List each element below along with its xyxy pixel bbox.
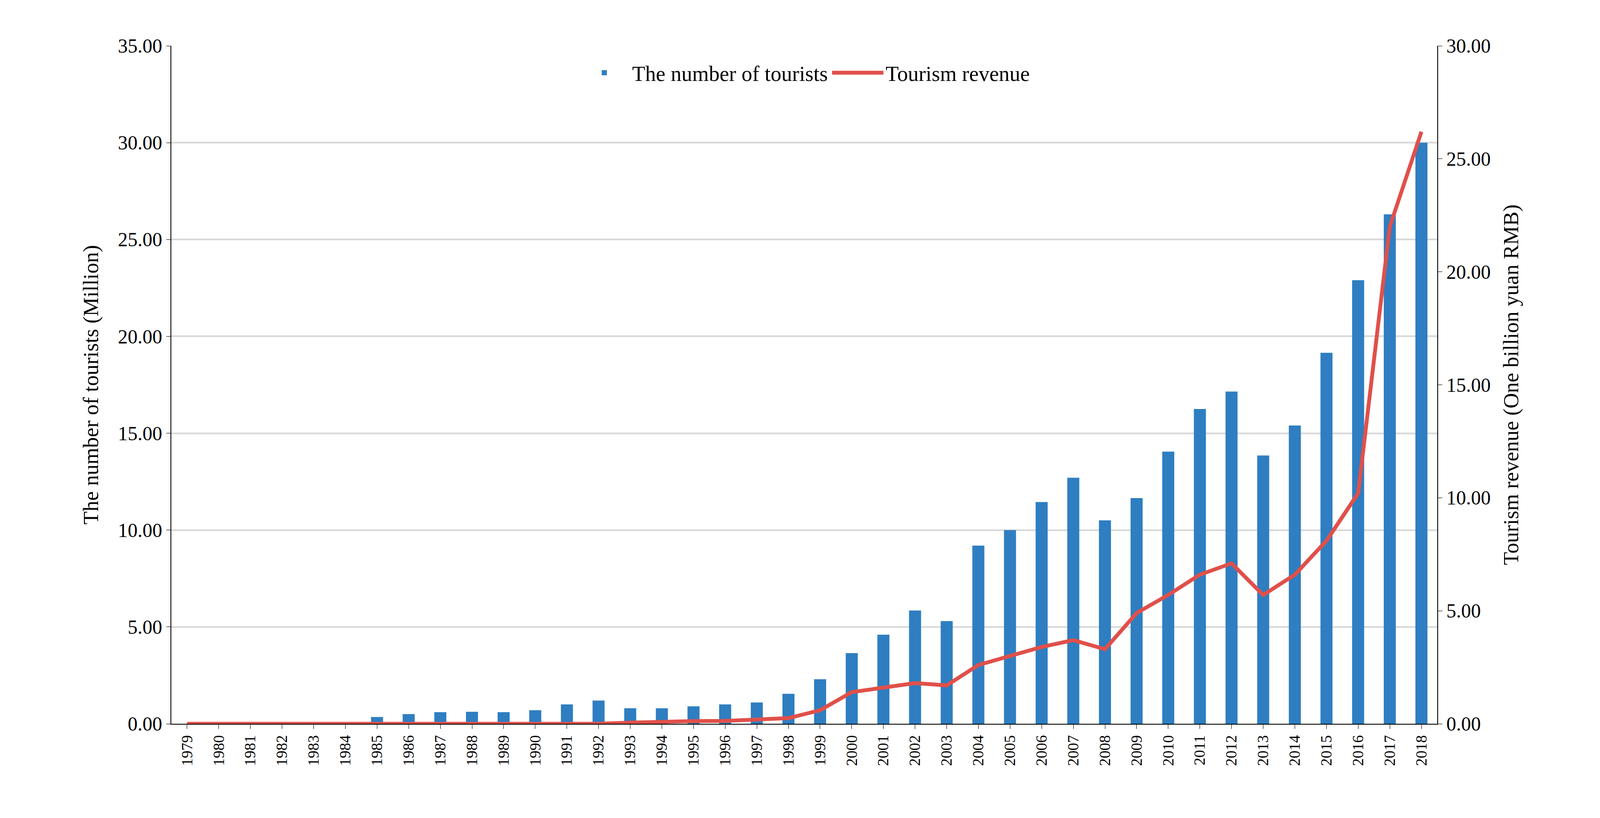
svg-text:0.00: 0.00 bbox=[1446, 713, 1481, 735]
svg-text:5.00: 5.00 bbox=[127, 616, 163, 639]
svg-text:The number of tourists: The number of tourists bbox=[632, 61, 828, 86]
svg-text:1981: 1981 bbox=[241, 734, 259, 766]
svg-text:1999: 1999 bbox=[811, 734, 829, 766]
svg-text:2003: 2003 bbox=[937, 734, 956, 766]
svg-text:2015: 2015 bbox=[1317, 734, 1335, 766]
svg-text:2002: 2002 bbox=[906, 734, 924, 766]
svg-text:1997: 1997 bbox=[748, 734, 766, 766]
svg-text:1993: 1993 bbox=[621, 734, 639, 766]
svg-text:2008: 2008 bbox=[1096, 734, 1114, 766]
svg-text:20.00: 20.00 bbox=[117, 325, 163, 348]
svg-text:1996: 1996 bbox=[716, 734, 734, 766]
svg-text:1998: 1998 bbox=[779, 734, 798, 766]
svg-text:2016: 2016 bbox=[1349, 734, 1367, 766]
svg-text:2010: 2010 bbox=[1159, 734, 1177, 766]
svg-text:2006: 2006 bbox=[1032, 734, 1051, 766]
svg-text:1991: 1991 bbox=[558, 734, 576, 766]
svg-text:1980: 1980 bbox=[210, 734, 228, 766]
svg-text:1988: 1988 bbox=[463, 734, 481, 766]
svg-text:1982: 1982 bbox=[273, 734, 291, 766]
svg-text:2018: 2018 bbox=[1412, 734, 1430, 766]
svg-text:15.00: 15.00 bbox=[117, 422, 163, 445]
svg-text:1984: 1984 bbox=[336, 734, 354, 766]
svg-text:Tourism revenue: Tourism revenue bbox=[885, 61, 1030, 86]
svg-text:1994: 1994 bbox=[653, 734, 671, 766]
svg-text:1987: 1987 bbox=[431, 734, 449, 766]
svg-text:10.00: 10.00 bbox=[1446, 486, 1491, 509]
svg-text:2000: 2000 bbox=[843, 734, 861, 766]
svg-text:2009: 2009 bbox=[1128, 734, 1146, 766]
svg-text:2014: 2014 bbox=[1286, 734, 1304, 766]
svg-text:2012: 2012 bbox=[1222, 734, 1240, 766]
svg-text:0.00: 0.00 bbox=[127, 713, 163, 735]
svg-text:2007: 2007 bbox=[1064, 734, 1082, 766]
svg-text:1989: 1989 bbox=[495, 734, 513, 766]
svg-text:2001: 2001 bbox=[874, 734, 892, 766]
svg-text:1995: 1995 bbox=[684, 734, 702, 766]
svg-text:2017: 2017 bbox=[1381, 734, 1399, 766]
svg-text:25.00: 25.00 bbox=[1446, 148, 1491, 171]
svg-text:1990: 1990 bbox=[526, 734, 544, 766]
svg-text:30.00: 30.00 bbox=[117, 131, 163, 154]
svg-text:1985: 1985 bbox=[368, 734, 386, 766]
svg-text:2005: 2005 bbox=[1001, 734, 1019, 766]
svg-text:10.00: 10.00 bbox=[117, 519, 163, 542]
svg-text:15.00: 15.00 bbox=[1446, 374, 1491, 397]
svg-text:2013: 2013 bbox=[1254, 734, 1272, 766]
svg-text:1979: 1979 bbox=[178, 734, 196, 766]
svg-text:1992: 1992 bbox=[589, 734, 607, 766]
svg-text:The number of tourists (Millio: The number of tourists (Million) bbox=[78, 244, 103, 525]
svg-text:35.00: 35.00 bbox=[117, 35, 163, 57]
svg-text:1983: 1983 bbox=[304, 734, 323, 766]
svg-text:2004: 2004 bbox=[969, 734, 987, 766]
svg-text:5.00: 5.00 bbox=[1446, 600, 1481, 622]
svg-text:1986: 1986 bbox=[400, 734, 418, 766]
svg-text:25.00: 25.00 bbox=[117, 228, 163, 251]
svg-text:30.00: 30.00 bbox=[1446, 35, 1491, 57]
svg-text:Tourism revenue (One billion y: Tourism revenue (One billion yuan RMB) bbox=[1498, 204, 1523, 565]
svg-text:20.00: 20.00 bbox=[1446, 261, 1491, 284]
svg-text:2011: 2011 bbox=[1191, 734, 1209, 766]
